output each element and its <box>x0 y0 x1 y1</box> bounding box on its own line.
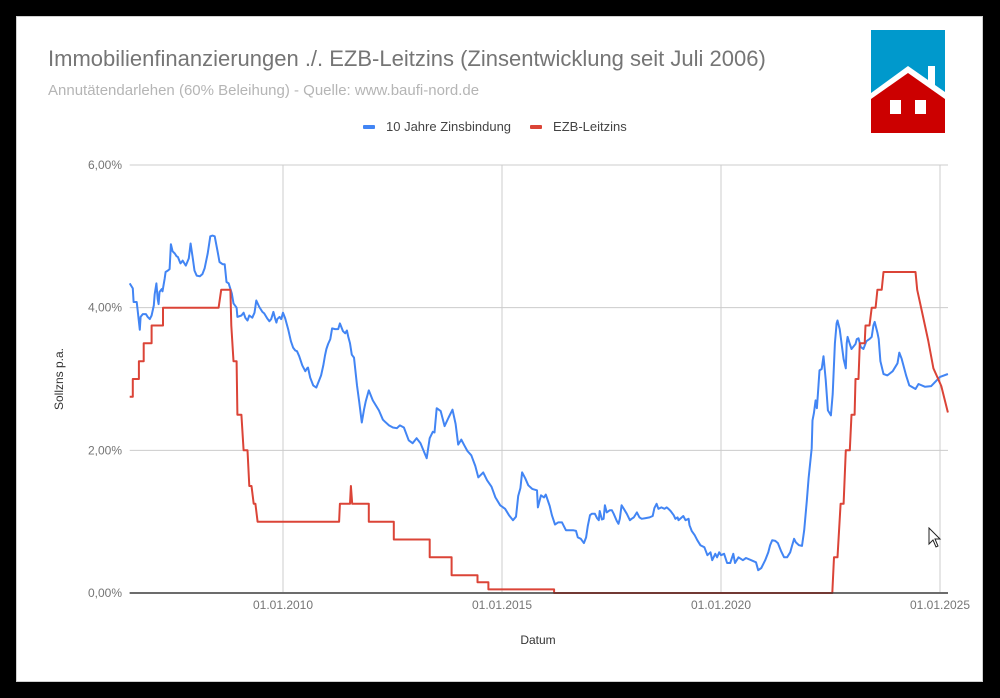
y-axis-title: Sollzns p.a. <box>52 348 66 410</box>
x-tick-label: 01.01.2020 <box>691 598 751 612</box>
series-ezb-leitzins-line[interactable] <box>129 271 949 594</box>
legend-swatch-blue <box>363 124 375 129</box>
y-tick-label: 0,00% <box>88 586 122 600</box>
legend-item-ezb[interactable]: EZB-Leitzins <box>530 119 627 134</box>
x-axis-title: Datum <box>520 633 555 647</box>
chart-series <box>128 234 949 594</box>
x-tick-label: 01.01.2010 <box>253 598 313 612</box>
mouse-pointer-icon <box>928 527 942 548</box>
x-axis-labels: 01.01.2010 01.01.2015 01.01.2020 01.01.2025 <box>253 598 970 612</box>
legend-swatch-red <box>530 124 543 129</box>
house-logo-icon <box>871 30 945 133</box>
legend-label: 10 Jahre Zinsbindung <box>386 119 512 134</box>
chart-title: Immobilienfinanzierungen ./. EZB-Leitzin… <box>48 46 766 71</box>
legend-label: EZB-Leitzins <box>553 119 627 134</box>
y-tick-label: 2,00% <box>88 443 122 457</box>
y-tick-label: 6,00% <box>88 158 122 172</box>
chart-card <box>16 16 983 682</box>
y-tick-label: 4,00% <box>88 301 122 315</box>
chart-subtitle: Annutätendarlehen (60% Beleihung) - Quel… <box>48 82 480 99</box>
series-10-jahre-line[interactable] <box>128 234 949 572</box>
legend-item-10-jahre[interactable]: 10 Jahre Zinsbindung <box>363 119 511 134</box>
y-axis-labels: 0,00% 2,00% 4,00% 6,00% <box>88 158 122 600</box>
chart-legend: 10 Jahre Zinsbindung EZB-Leitzins <box>363 119 646 134</box>
x-tick-label: 01.01.2015 <box>472 598 532 612</box>
x-tick-label: 01.01.2025 <box>910 598 970 612</box>
